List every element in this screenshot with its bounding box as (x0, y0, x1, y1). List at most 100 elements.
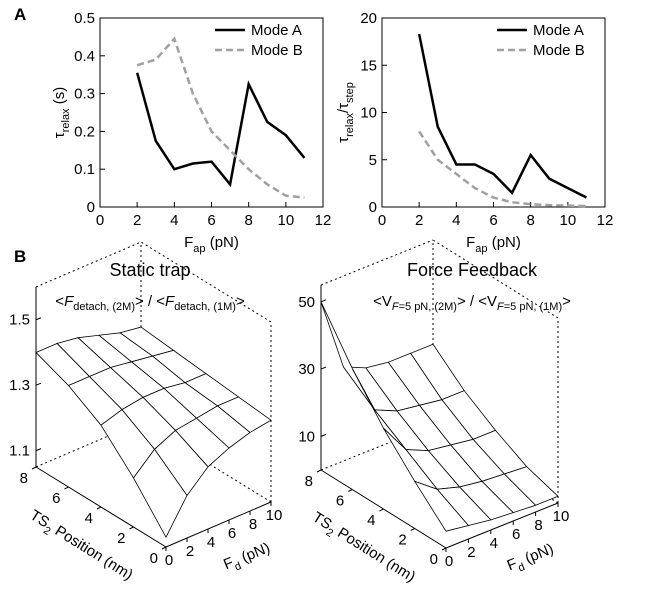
y-tick (161, 546, 167, 550)
y-tick (441, 547, 447, 551)
chart-title: Force Feedback (407, 260, 538, 280)
label-part: ap (475, 243, 487, 255)
box-edge (35, 241, 142, 288)
label-part: (s) (51, 87, 68, 109)
y-tick-label: 0 (87, 199, 95, 216)
x-tick-label: 10 (277, 212, 294, 229)
x-tick-label: 4 (452, 212, 460, 229)
y-tick-label: 8 (305, 473, 313, 490)
x-tick-label: 2 (467, 544, 475, 561)
subtitle-part: detach, (2M) (73, 301, 135, 313)
subtitle-part: F (165, 293, 175, 310)
subtitle-part: < (55, 293, 64, 310)
z-tick (320, 433, 327, 437)
x-tick-label: 12 (597, 212, 614, 229)
x-tick-label: 10 (553, 508, 570, 525)
legend-label: Mode B (533, 42, 585, 59)
box-edge (140, 241, 272, 323)
x-axis-label: Fd (pN) (505, 540, 558, 578)
y-tick-label: 0.5 (74, 10, 95, 27)
y-tick-label: 6 (52, 490, 60, 507)
label-part: ap (193, 243, 205, 255)
y-tick-label: 5 (369, 152, 377, 169)
z-tick (35, 448, 42, 452)
chart-subtitle: <Fdetach, (2M)> / <Fdetach, (1M)> (55, 293, 245, 313)
x-tick-label: 6 (512, 526, 520, 543)
y-tick (316, 469, 322, 473)
subtitle-part: > (236, 293, 245, 310)
label-part: (pN) (235, 539, 272, 567)
y-axis-label: τrelax (s) (51, 87, 72, 138)
y-tick-label: 15 (360, 57, 377, 74)
subtitle-part: =5 pN, (2M) (399, 301, 457, 313)
label-part: d (233, 560, 243, 573)
z-tick-label: 1.5 (9, 312, 30, 329)
x-tick-label: 6 (228, 525, 236, 542)
y-axis-label: τrelax/τstep (335, 82, 356, 143)
y-tick (31, 466, 37, 470)
label-part: (pN) (488, 234, 521, 251)
panel-label: B (14, 247, 26, 266)
y-tick (348, 489, 353, 492)
x-tick-label: 2 (415, 212, 423, 229)
subtitle-part: > (562, 293, 571, 310)
surface-patch (133, 448, 188, 539)
y-tick-label: 0 (430, 551, 438, 568)
y-tick-label: 2 (117, 530, 125, 547)
x-axis-label: Fap (pN) (184, 234, 239, 255)
label-part: /τ (335, 103, 352, 113)
x-axis (445, 502, 559, 549)
z-tick-label: 1.1 (9, 443, 30, 460)
subtitle-part: <V (373, 293, 392, 310)
label-part: 2 (324, 527, 336, 540)
x-tick-label: 8 (526, 212, 534, 229)
label-part: τ (51, 132, 68, 138)
legend-label: Mode B (251, 42, 303, 59)
label-part: F (466, 234, 475, 251)
subtitle-part: F (497, 301, 505, 313)
y-tick-label: 4 (367, 512, 375, 529)
label-part: relax (60, 108, 72, 132)
x-tick-label: 0 (378, 212, 386, 229)
y-tick (410, 528, 415, 531)
y-tick-label: 0 (369, 199, 377, 216)
label-part: d (516, 561, 526, 574)
x-tick-label: 8 (244, 212, 252, 229)
box-edge (320, 239, 434, 286)
x-tick-label: 0 (445, 553, 453, 570)
label-part: τ (335, 137, 352, 143)
y-tick-label: 0 (150, 550, 158, 567)
label-part: F (184, 234, 193, 251)
x-tick-label: 2 (186, 543, 194, 560)
subtitle-part: F (392, 301, 400, 313)
surface-patch (413, 480, 470, 532)
z-tick-label: 1.3 (9, 377, 30, 394)
subtitle-part: detach, (1M) (174, 301, 236, 313)
x-tick-label: 6 (489, 212, 497, 229)
y-tick-label: 0.4 (74, 48, 95, 65)
y-tick-label: 0.2 (74, 123, 95, 140)
label-part: relax (344, 113, 356, 137)
series-line (417, 33, 587, 199)
y-tick (64, 486, 69, 490)
x-tick-label: 10 (266, 507, 283, 524)
z-tick-label: 30 (298, 361, 315, 378)
y-tick-label: 0.3 (74, 86, 95, 103)
x-tick-label: 4 (170, 212, 178, 229)
subtitle-part: > / < (135, 293, 165, 310)
panel-label: A (14, 5, 26, 24)
legend-label: Mode A (533, 22, 584, 39)
label-part: (pN) (519, 540, 556, 568)
chart-title: Static trap (109, 260, 190, 280)
y-tick-label: 6 (336, 493, 344, 510)
x-tick-label: 6 (207, 212, 215, 229)
y-tick-label: 2 (398, 532, 406, 549)
z-tick (320, 299, 327, 303)
y-tick (96, 506, 102, 510)
y-tick-label: 0.1 (74, 161, 95, 178)
series-line (418, 130, 587, 208)
subtitle-part: F (64, 293, 74, 310)
z-tick (320, 366, 327, 370)
y-tick (129, 526, 134, 530)
